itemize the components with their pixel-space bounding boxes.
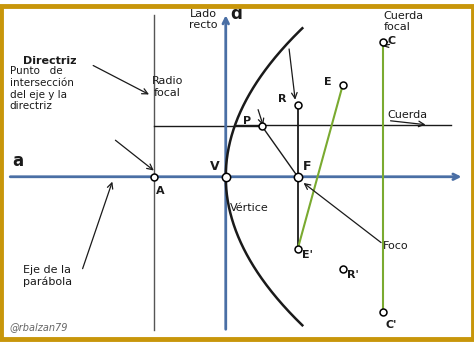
Text: P: P <box>243 116 251 126</box>
Text: C: C <box>388 36 396 46</box>
Text: Vértice: Vértice <box>230 203 269 213</box>
Text: R': R' <box>347 270 359 280</box>
Text: a: a <box>12 151 23 170</box>
Text: V: V <box>210 160 219 173</box>
Text: Cuerda
focal: Cuerda focal <box>383 11 423 32</box>
Text: Radio
focal: Radio focal <box>152 76 183 98</box>
Text: d: d <box>230 5 242 23</box>
Text: F: F <box>303 160 312 173</box>
Text: E: E <box>324 77 331 87</box>
Text: C': C' <box>385 320 397 330</box>
Text: Punto   de
intersección
del eje y la
directriz: Punto de intersección del eje y la direc… <box>9 66 73 111</box>
Text: Eje de la
parábola: Eje de la parábola <box>23 265 73 287</box>
Text: E': E' <box>302 250 313 260</box>
Text: @rbalzan79: @rbalzan79 <box>9 322 68 332</box>
Text: Lado
recto: Lado recto <box>189 9 218 30</box>
Text: Cuerda: Cuerda <box>388 110 428 120</box>
Text: Foco: Foco <box>383 241 409 251</box>
Text: Directriz: Directriz <box>23 56 77 66</box>
Text: A: A <box>156 186 164 196</box>
Text: R: R <box>277 95 286 105</box>
